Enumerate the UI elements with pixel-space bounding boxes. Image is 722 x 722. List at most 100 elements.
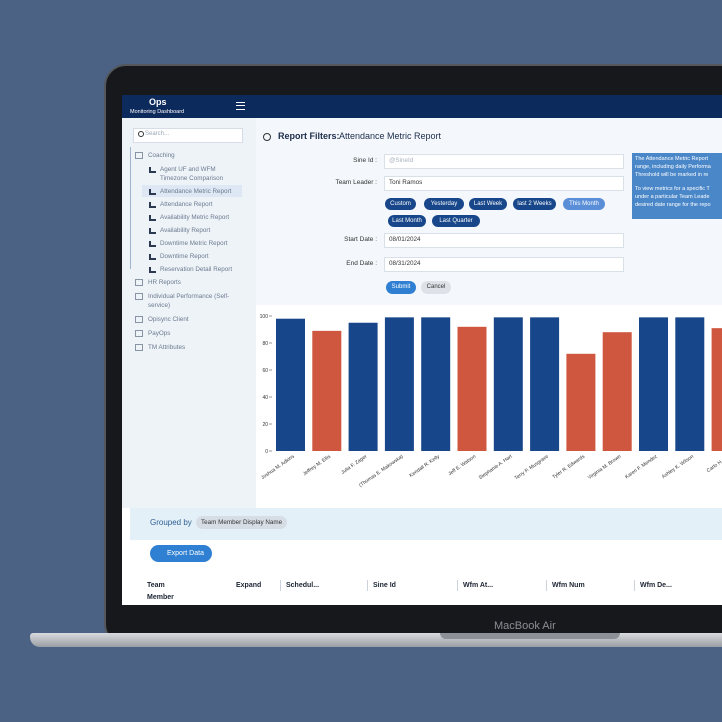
report-icon [149, 189, 156, 195]
app-title: Ops [149, 97, 167, 107]
y-tick-label: 80 [262, 341, 268, 347]
folder-icon [135, 330, 143, 337]
bar [711, 328, 722, 451]
info-text: Threshold will be marked in re [635, 172, 709, 178]
range-button[interactable]: Last Week [469, 198, 507, 210]
input-value: 08/01/2024 [389, 236, 421, 243]
input[interactable] [384, 257, 624, 272]
bar [602, 332, 632, 451]
field-label: Sine Id : [353, 157, 377, 164]
sidebar-subitem[interactable]: Availability Metric Report [160, 214, 230, 221]
sidebar-item[interactable]: Opisync Client [148, 316, 189, 323]
sidebar-item[interactable]: Coaching [148, 152, 175, 159]
x-tick-label: Terry P. Musgrave [514, 454, 550, 482]
field-label: Team Leader : [335, 179, 377, 186]
search-box[interactable] [133, 128, 243, 143]
bar [639, 317, 668, 451]
folder-icon [135, 293, 143, 300]
laptop-label: MacBook Air [494, 620, 556, 632]
report-icon [149, 241, 156, 247]
sidebar-item[interactable]: PayOps [148, 330, 171, 337]
sidebar-item[interactable]: Individual Performance (Self-service) [148, 293, 230, 309]
cancel-button[interactable]: Cancel [421, 281, 451, 294]
sidebar-subitem[interactable]: Attendance Metric Report [160, 188, 232, 195]
column-separator [367, 580, 368, 591]
column-header[interactable]: Wfm Num [552, 582, 585, 589]
x-tick-label: Joshua M. Adkins [260, 453, 296, 481]
sidebar-item[interactable]: HR Reports [148, 279, 181, 286]
sidebar [122, 118, 256, 508]
range-button[interactable]: Yesterday [424, 198, 464, 210]
info-text: desired date range for the repo [635, 202, 711, 208]
range-button[interactable]: Last Month [388, 215, 426, 227]
bar [675, 317, 705, 451]
sidebar-subitem[interactable]: Availability Report [160, 227, 211, 234]
x-tick-label: Carlo H. Lar [706, 454, 722, 475]
column-separator [457, 580, 458, 591]
y-tick-label: 0 [265, 449, 268, 455]
submit-button[interactable]: Submit [386, 281, 416, 294]
sidebar-subitem[interactable]: Attendance Report [160, 201, 213, 208]
tree-line [130, 147, 131, 269]
x-tick-label: Karen F. Mendez [624, 453, 659, 480]
y-tick-label: 100 [260, 314, 269, 320]
x-tick-label: Stephanie A. Hart [478, 453, 514, 481]
input[interactable] [384, 176, 624, 191]
info-text: The Attendance Metric Report [635, 156, 709, 162]
bar [457, 326, 487, 451]
input[interactable] [384, 154, 624, 169]
range-button[interactable]: Custom [385, 198, 416, 210]
column-header[interactable]: Expand [236, 582, 262, 589]
input[interactable] [384, 233, 624, 248]
column-header[interactable]: Schedul... [286, 582, 320, 589]
range-button[interactable]: last 2 Weeks [513, 198, 556, 210]
folder-icon [135, 152, 143, 159]
group-chip[interactable]: Team Member Display Name [196, 516, 288, 529]
report-icon [149, 167, 156, 173]
sidebar-subitem[interactable]: Downtime Metric Report [160, 240, 228, 247]
filter-icon [263, 133, 271, 141]
search-placeholder: Search... [145, 131, 170, 137]
column-header[interactable]: Team Member [147, 582, 174, 601]
folder-icon [135, 316, 143, 323]
range-button[interactable]: Last Quarter [432, 215, 480, 227]
sidebar-subitem[interactable]: Downtime Report [160, 253, 209, 260]
y-tick-label: 20 [262, 422, 268, 428]
bar [493, 317, 523, 451]
info-text: under a particular Team Leade [635, 194, 710, 200]
sidebar-subitem[interactable]: Reservation Detail Report [160, 266, 233, 273]
report-name: Attendance Metric Report [339, 131, 442, 141]
bar [384, 317, 414, 451]
report-icon [149, 228, 156, 234]
menu-button[interactable] [236, 102, 245, 110]
export-button[interactable]: Export Data [150, 545, 212, 562]
column-header[interactable]: Sine Id [373, 582, 396, 589]
top-bar [122, 95, 722, 118]
x-tick-label: Virginia M. Brown [587, 454, 623, 481]
chart: 0 20 40 60 80 100 Joshua M. Adkins Jeffrey M. E… [256, 305, 722, 505]
selected-bg [142, 185, 242, 197]
column-separator [546, 580, 547, 591]
bar [312, 330, 342, 451]
sidebar-subitem[interactable]: Agent UF and WFM Timezone Comparison [160, 166, 224, 182]
field-label: End Date : [346, 260, 377, 267]
column-separator [280, 580, 281, 591]
range-button[interactable]: This Month [563, 198, 605, 210]
info-text: range, including daily Performa [635, 164, 711, 170]
y-tick-label: 60 [262, 368, 268, 374]
bar [276, 318, 305, 451]
column-header[interactable]: Wfm At... [463, 582, 494, 589]
folder-icon [135, 279, 143, 286]
x-tick-label: Ashley K. Wilson [661, 454, 695, 481]
sidebar-item[interactable]: TM Attributes [148, 344, 186, 351]
info-text: To view metrics for a specific T [635, 186, 710, 192]
column-header[interactable]: Wfm De... [640, 582, 672, 589]
input-value: Toni Ramos [389, 179, 423, 186]
input-value: 08/31/2024 [389, 260, 421, 267]
bar [421, 317, 451, 451]
x-tick-label: Tyler R. Edwards [551, 453, 586, 480]
column-separator [634, 580, 635, 591]
folder-icon [135, 344, 143, 351]
filters-title: Report Filters: [278, 131, 340, 141]
